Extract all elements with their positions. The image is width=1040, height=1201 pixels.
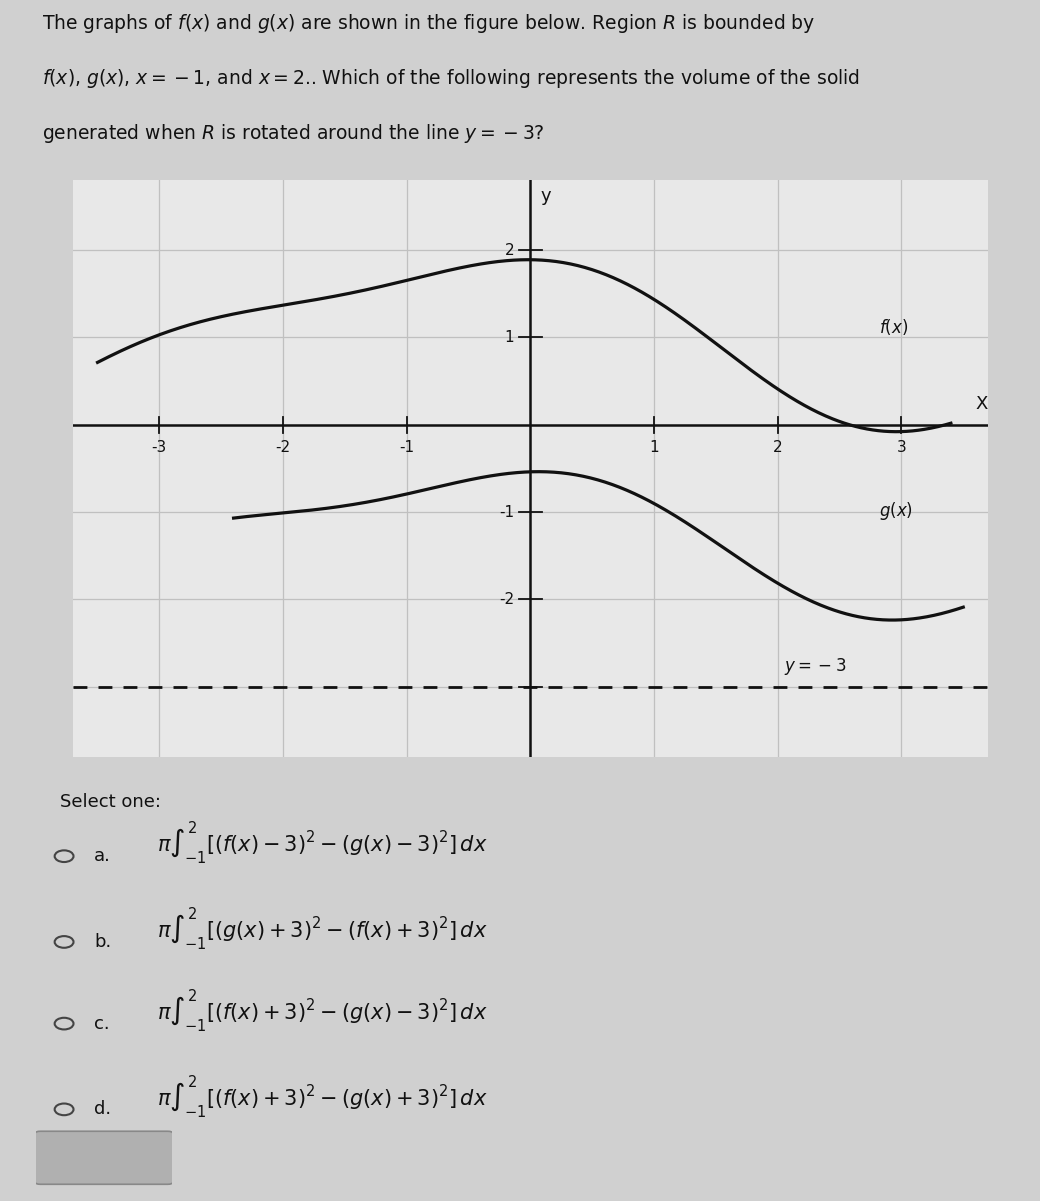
Text: $g(x)$: $g(x)$ <box>879 501 913 522</box>
Text: d.: d. <box>94 1100 111 1118</box>
Text: c.: c. <box>94 1015 109 1033</box>
Text: $\pi \int_{-1}^{2}[(f(x)-3)^2-(g(x)-3)^2]\,dx$: $\pi \int_{-1}^{2}[(f(x)-3)^2-(g(x)-3)^2… <box>157 819 488 866</box>
Text: -2: -2 <box>276 441 290 455</box>
Text: X: X <box>976 395 988 413</box>
Text: 2: 2 <box>773 441 782 455</box>
Text: a.: a. <box>94 847 111 865</box>
FancyBboxPatch shape <box>35 1131 173 1184</box>
Text: generated when $R$ is rotated around the line $y=-3$?: generated when $R$ is rotated around the… <box>42 123 544 145</box>
Text: $y=-3$: $y=-3$ <box>784 656 847 677</box>
Text: 3: 3 <box>896 441 906 455</box>
Text: -1: -1 <box>399 441 414 455</box>
Text: -3: -3 <box>152 441 167 455</box>
Text: -2: -2 <box>499 592 515 607</box>
Text: $\pi \int_{-1}^{2}[(f(x)+3)^2-(g(x)-3)^2]\,dx$: $\pi \int_{-1}^{2}[(f(x)+3)^2-(g(x)-3)^2… <box>157 987 488 1034</box>
Text: 2: 2 <box>504 243 515 257</box>
Text: 1: 1 <box>649 441 659 455</box>
Text: Check: Check <box>76 1149 132 1166</box>
Text: $f(x)$: $f(x)$ <box>879 317 908 337</box>
Text: The graphs of $f(x)$ and $g(x)$ are shown in the figure below. Region $R$ is bou: The graphs of $f(x)$ and $g(x)$ are show… <box>42 12 815 35</box>
Text: -1: -1 <box>499 504 515 520</box>
Text: 1: 1 <box>504 330 515 345</box>
Text: $f(x)$, $g(x)$, $x=-1$, and $x=2$.. Which of the following represents the volume: $f(x)$, $g(x)$, $x=-1$, and $x=2$.. Whic… <box>42 67 860 90</box>
Text: y: y <box>541 187 551 205</box>
Text: Select one:: Select one: <box>60 793 161 811</box>
Text: $\pi \int_{-1}^{2}[(g(x)+3)^2-(f(x)+3)^2]\,dx$: $\pi \int_{-1}^{2}[(g(x)+3)^2-(f(x)+3)^2… <box>157 906 488 952</box>
Text: $\pi \int_{-1}^{2}[(f(x)+3)^2-(g(x)+3)^2]\,dx$: $\pi \int_{-1}^{2}[(f(x)+3)^2-(g(x)+3)^2… <box>157 1072 488 1119</box>
Text: b.: b. <box>94 933 111 951</box>
